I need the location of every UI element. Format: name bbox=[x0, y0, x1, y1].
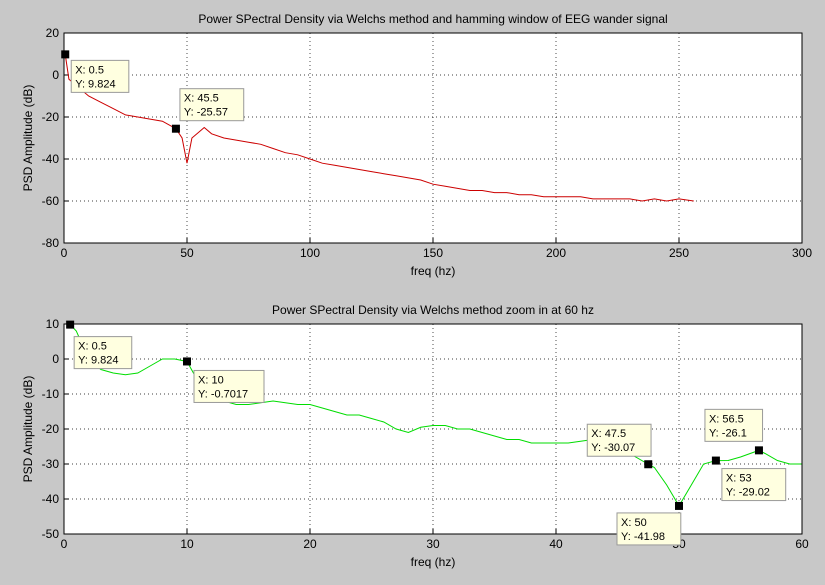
data-tip-marker bbox=[711, 456, 720, 465]
y-tick-label: 10 bbox=[46, 317, 60, 331]
x-tick-label: 50 bbox=[180, 246, 194, 260]
data-tip-marker bbox=[66, 320, 75, 329]
x-tick-label: 250 bbox=[669, 246, 689, 260]
data-tip: X: 45.5 Y: -25.57 bbox=[171, 88, 245, 133]
data-tip-x: X: 0.5 bbox=[78, 341, 107, 353]
data-tip-box bbox=[179, 88, 245, 122]
y-tick-label: -20 bbox=[42, 110, 60, 124]
x-tick-label: 20 bbox=[303, 537, 317, 551]
data-tip-y: Y: -30.07 bbox=[591, 442, 635, 454]
data-line bbox=[64, 54, 694, 202]
axes-frame bbox=[63, 323, 803, 535]
data-tip-marker bbox=[754, 446, 763, 455]
y-tick-label: 0 bbox=[52, 352, 59, 366]
data-tip-x: X: 56.5 bbox=[709, 413, 744, 425]
data-tip: X: 53 Y: -29.02 bbox=[711, 456, 787, 502]
x-tick-label: 30 bbox=[426, 537, 440, 551]
y-tick-label: -60 bbox=[42, 194, 60, 208]
data-tip-marker bbox=[675, 501, 683, 510]
chart-title: Power SPectral Density via Welchs method… bbox=[272, 303, 594, 317]
y-tick-label: -30 bbox=[42, 457, 60, 471]
data-tip-box bbox=[721, 468, 787, 502]
data-tip-box bbox=[586, 423, 652, 457]
data-tip: X: 56.5 Y: -26.1 bbox=[704, 408, 764, 455]
data-tip-box bbox=[73, 336, 133, 370]
x-tick-label: 300 bbox=[792, 246, 812, 260]
data-tip-x: X: 10 bbox=[198, 374, 224, 386]
data-tip: X: 0.5 Y: 9.824 bbox=[66, 320, 133, 370]
data-tip: X: 10 Y: -0.7017 bbox=[183, 357, 265, 403]
x-axis-label: freq (hz) bbox=[411, 264, 456, 278]
x-tick-label: 10 bbox=[180, 537, 194, 551]
y-tick-label: -40 bbox=[42, 492, 60, 506]
data-tip-y: Y: -41.98 bbox=[621, 531, 665, 543]
data-tip-x: X: 53 bbox=[726, 473, 752, 485]
data-tip-box bbox=[616, 512, 682, 546]
data-tip-marker bbox=[61, 50, 70, 59]
data-tip-y: Y: -25.57 bbox=[184, 107, 228, 119]
data-tip-x: X: 45.5 bbox=[184, 93, 219, 105]
x-tick-label: 40 bbox=[549, 537, 563, 551]
data-tip-y: Y: -29.02 bbox=[726, 487, 770, 499]
y-tick-label: 20 bbox=[46, 26, 60, 40]
axes-frame bbox=[63, 32, 803, 244]
x-tick-label: 150 bbox=[423, 246, 443, 260]
y-tick-label: -20 bbox=[42, 422, 60, 436]
data-tip-marker bbox=[644, 460, 653, 469]
chart-title: Power SPectral Density via Welchs method… bbox=[198, 12, 667, 26]
y-axis-label: PSD Amplitude (dB) bbox=[21, 85, 35, 192]
data-tip: X: 50 Y: -41.98 bbox=[616, 501, 683, 546]
y-tick-label: -80 bbox=[42, 236, 60, 250]
data-tip-y: Y: 9.824 bbox=[75, 78, 115, 90]
data-tip: X: 47.5 Y: -30.07 bbox=[586, 423, 653, 469]
x-tick-label: 60 bbox=[795, 537, 809, 551]
data-tip-box bbox=[193, 369, 265, 403]
y-tick-label: -10 bbox=[42, 387, 60, 401]
data-tip-marker bbox=[183, 357, 191, 366]
data-tip-x: X: 0.5 bbox=[75, 64, 104, 76]
y-tick-label: -50 bbox=[42, 527, 60, 541]
x-tick-label: 100 bbox=[300, 246, 320, 260]
axes: 0 50 100 150 200 250 300 -80 -60 -40 -20 0 20 Power S… bbox=[21, 12, 812, 278]
data-tip: X: 0.5 Y: 9.824 bbox=[61, 50, 130, 93]
data-tip-y: Y: -0.7017 bbox=[198, 388, 248, 400]
data-tip-y: Y: -26.1 bbox=[709, 427, 747, 439]
data-tip-box bbox=[704, 408, 764, 442]
data-tip-x: X: 50 bbox=[621, 517, 647, 529]
x-tick-label: 200 bbox=[546, 246, 566, 260]
x-tick-label: 0 bbox=[61, 246, 68, 260]
data-tip-x: X: 47.5 bbox=[591, 428, 626, 440]
data-tip-marker bbox=[171, 124, 180, 133]
x-axis-label: freq (hz) bbox=[411, 555, 456, 569]
y-tick-label: 0 bbox=[52, 68, 59, 82]
y-axis-label: PSD Amplitude (dB) bbox=[21, 376, 35, 483]
data-tip-box bbox=[70, 59, 130, 93]
x-tick-label: 0 bbox=[61, 537, 68, 551]
y-tick-label: -40 bbox=[42, 152, 60, 166]
data-tip-y: Y: 9.824 bbox=[78, 355, 118, 367]
